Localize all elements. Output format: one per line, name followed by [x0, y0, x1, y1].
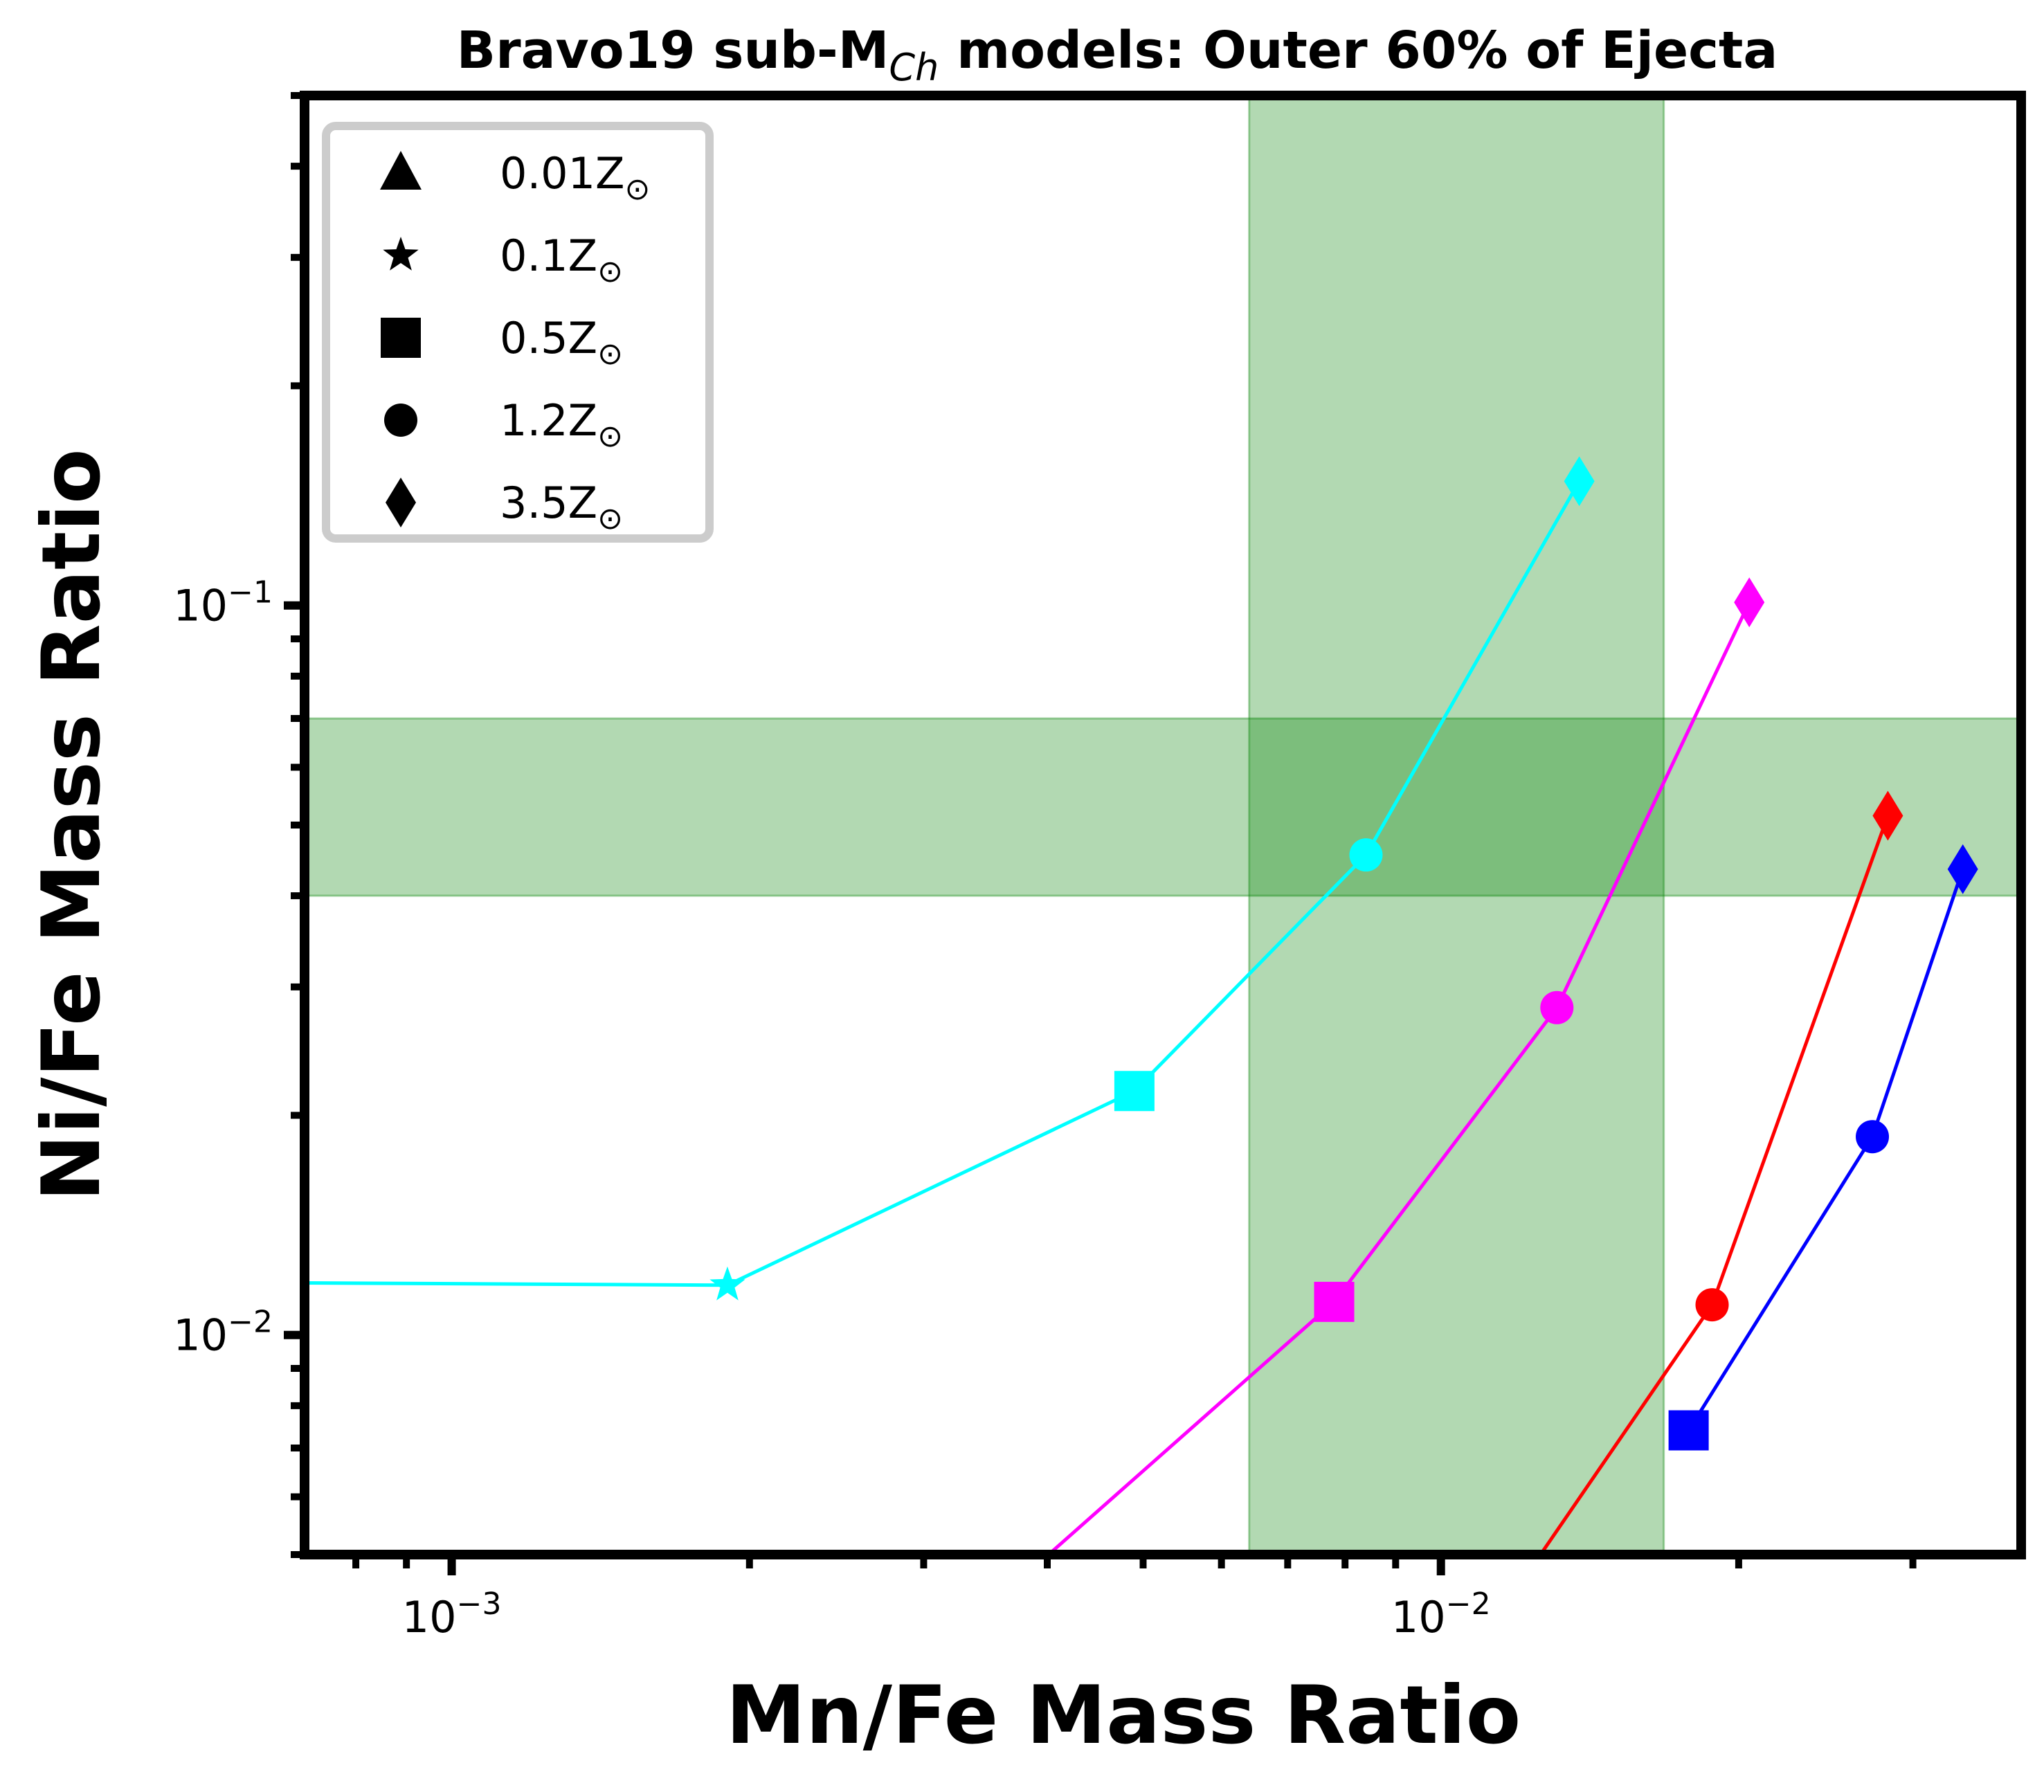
legend-label: 0.1Z⊙ — [500, 230, 623, 289]
data-point-circle — [1349, 838, 1383, 872]
data-point-star — [752, 1782, 788, 1792]
data-point-square — [1314, 1281, 1355, 1322]
legend-label: 3.5Z⊙ — [500, 478, 623, 536]
shaded-band-y — [305, 717, 2021, 897]
axis-tick-labels: 10−3 10−2 10−2 10−1 — [173, 575, 1490, 1642]
legend-marker-triangle — [380, 151, 422, 190]
data-point-star — [709, 1266, 745, 1301]
series-line-4 — [1687, 868, 1965, 1431]
legend: 0.01Z⊙ 0.1Z⊙ 0.5Z⊙ 1.2Z⊙ 3.5Z⊙ — [322, 122, 714, 543]
legend-marker-square — [381, 318, 421, 358]
data-point-circle — [1856, 1120, 1890, 1154]
data-point-diamond — [1872, 790, 1903, 841]
data-point-square — [1668, 1410, 1709, 1451]
chart-title-subscript: Ch — [889, 46, 939, 89]
y-axis-label: Ni/Fe Mass Ratio — [25, 449, 118, 1202]
legend-marker-diamond — [386, 478, 416, 527]
x-tick-label: 10−2 — [1391, 1586, 1491, 1642]
chart-title: Bravo19 sub-MCh models: Outer 60% of Eje… — [457, 21, 1778, 89]
series-lines — [305, 480, 1965, 1555]
data-point-diamond — [1947, 844, 1978, 894]
data-point-circle — [1540, 990, 1574, 1024]
legend-box — [322, 122, 714, 543]
legend-label: 0.01Z⊙ — [500, 148, 650, 207]
data-point-square — [1114, 1071, 1155, 1112]
plot-frame — [300, 91, 2026, 1559]
y-tick-label: 10−1 — [173, 575, 273, 631]
y-tick-label: 10−2 — [173, 1305, 273, 1361]
data-point-circle — [1695, 1288, 1729, 1322]
legend-marker-star — [383, 237, 419, 271]
legend-label: 0.5Z⊙ — [500, 313, 623, 372]
legend-marker-circle — [384, 404, 417, 437]
x-tick-label: 10−3 — [402, 1586, 502, 1642]
data-point-diamond — [1734, 577, 1765, 628]
legend-label: 1.2Z⊙ — [500, 395, 623, 454]
data-point-triangle — [226, 1260, 267, 1299]
series-markers — [226, 456, 1978, 1792]
data-point-diamond — [1564, 456, 1595, 507]
x-axis-label: Mn/Fe Mass Ratio — [726, 1669, 1521, 1762]
